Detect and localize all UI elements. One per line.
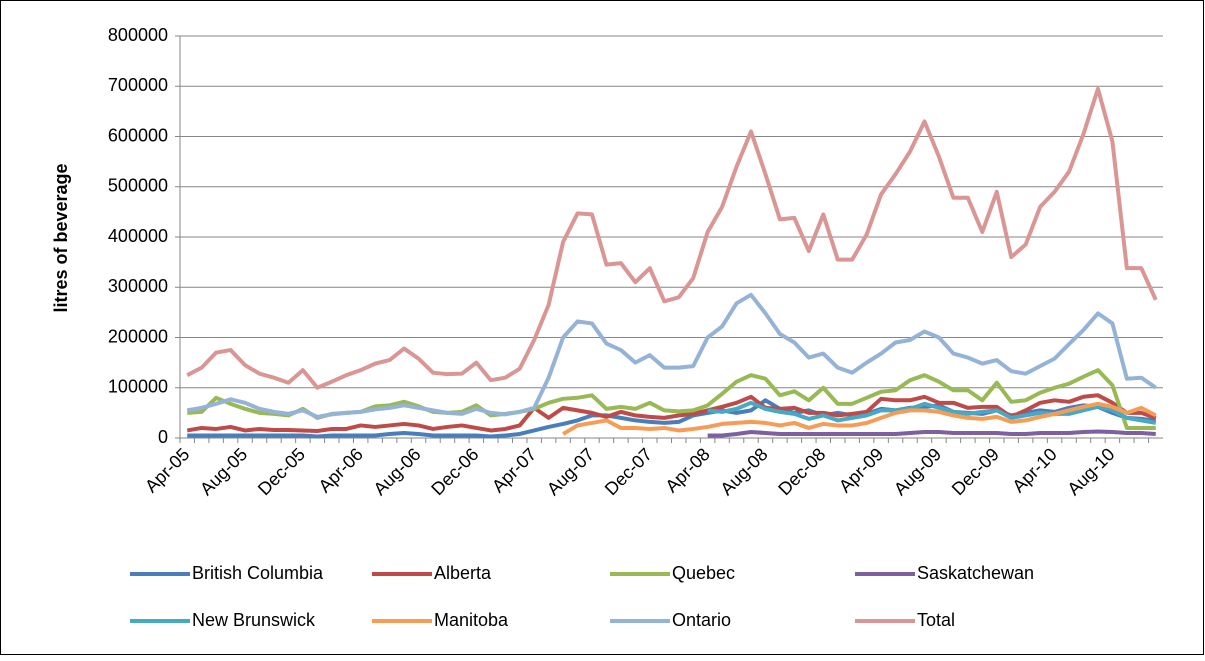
- y-tick-label: 400000: [108, 226, 168, 246]
- series-line: [707, 429, 1156, 438]
- y-axis-label: litres of beverage: [51, 163, 71, 312]
- y-tick-label: 500000: [108, 176, 168, 196]
- legend-label: Total: [917, 610, 955, 630]
- y-tick-label: 800000: [108, 25, 168, 45]
- y-tick-label: 300000: [108, 276, 168, 296]
- y-tick-label: 700000: [108, 75, 168, 95]
- series-line: [186, 292, 1157, 419]
- series-line: [562, 401, 1157, 436]
- y-tick-label: 0: [158, 427, 168, 447]
- legend-label: Saskatchewan: [917, 563, 1034, 583]
- y-tick-label: 200000: [108, 326, 168, 346]
- legend-label: Quebec: [672, 563, 735, 583]
- y-tick-label: 100000: [108, 377, 168, 397]
- series-line: [707, 400, 1157, 425]
- legend-label: New Brunswick: [192, 610, 316, 630]
- legend-label: British Columbia: [192, 563, 324, 583]
- legend-label: Alberta: [434, 563, 492, 583]
- y-tick-label: 600000: [108, 125, 168, 145]
- series-line: [186, 393, 1157, 433]
- legend-label: Manitoba: [434, 610, 509, 630]
- legend-label: Ontario: [672, 610, 731, 630]
- series-line: [186, 86, 1158, 390]
